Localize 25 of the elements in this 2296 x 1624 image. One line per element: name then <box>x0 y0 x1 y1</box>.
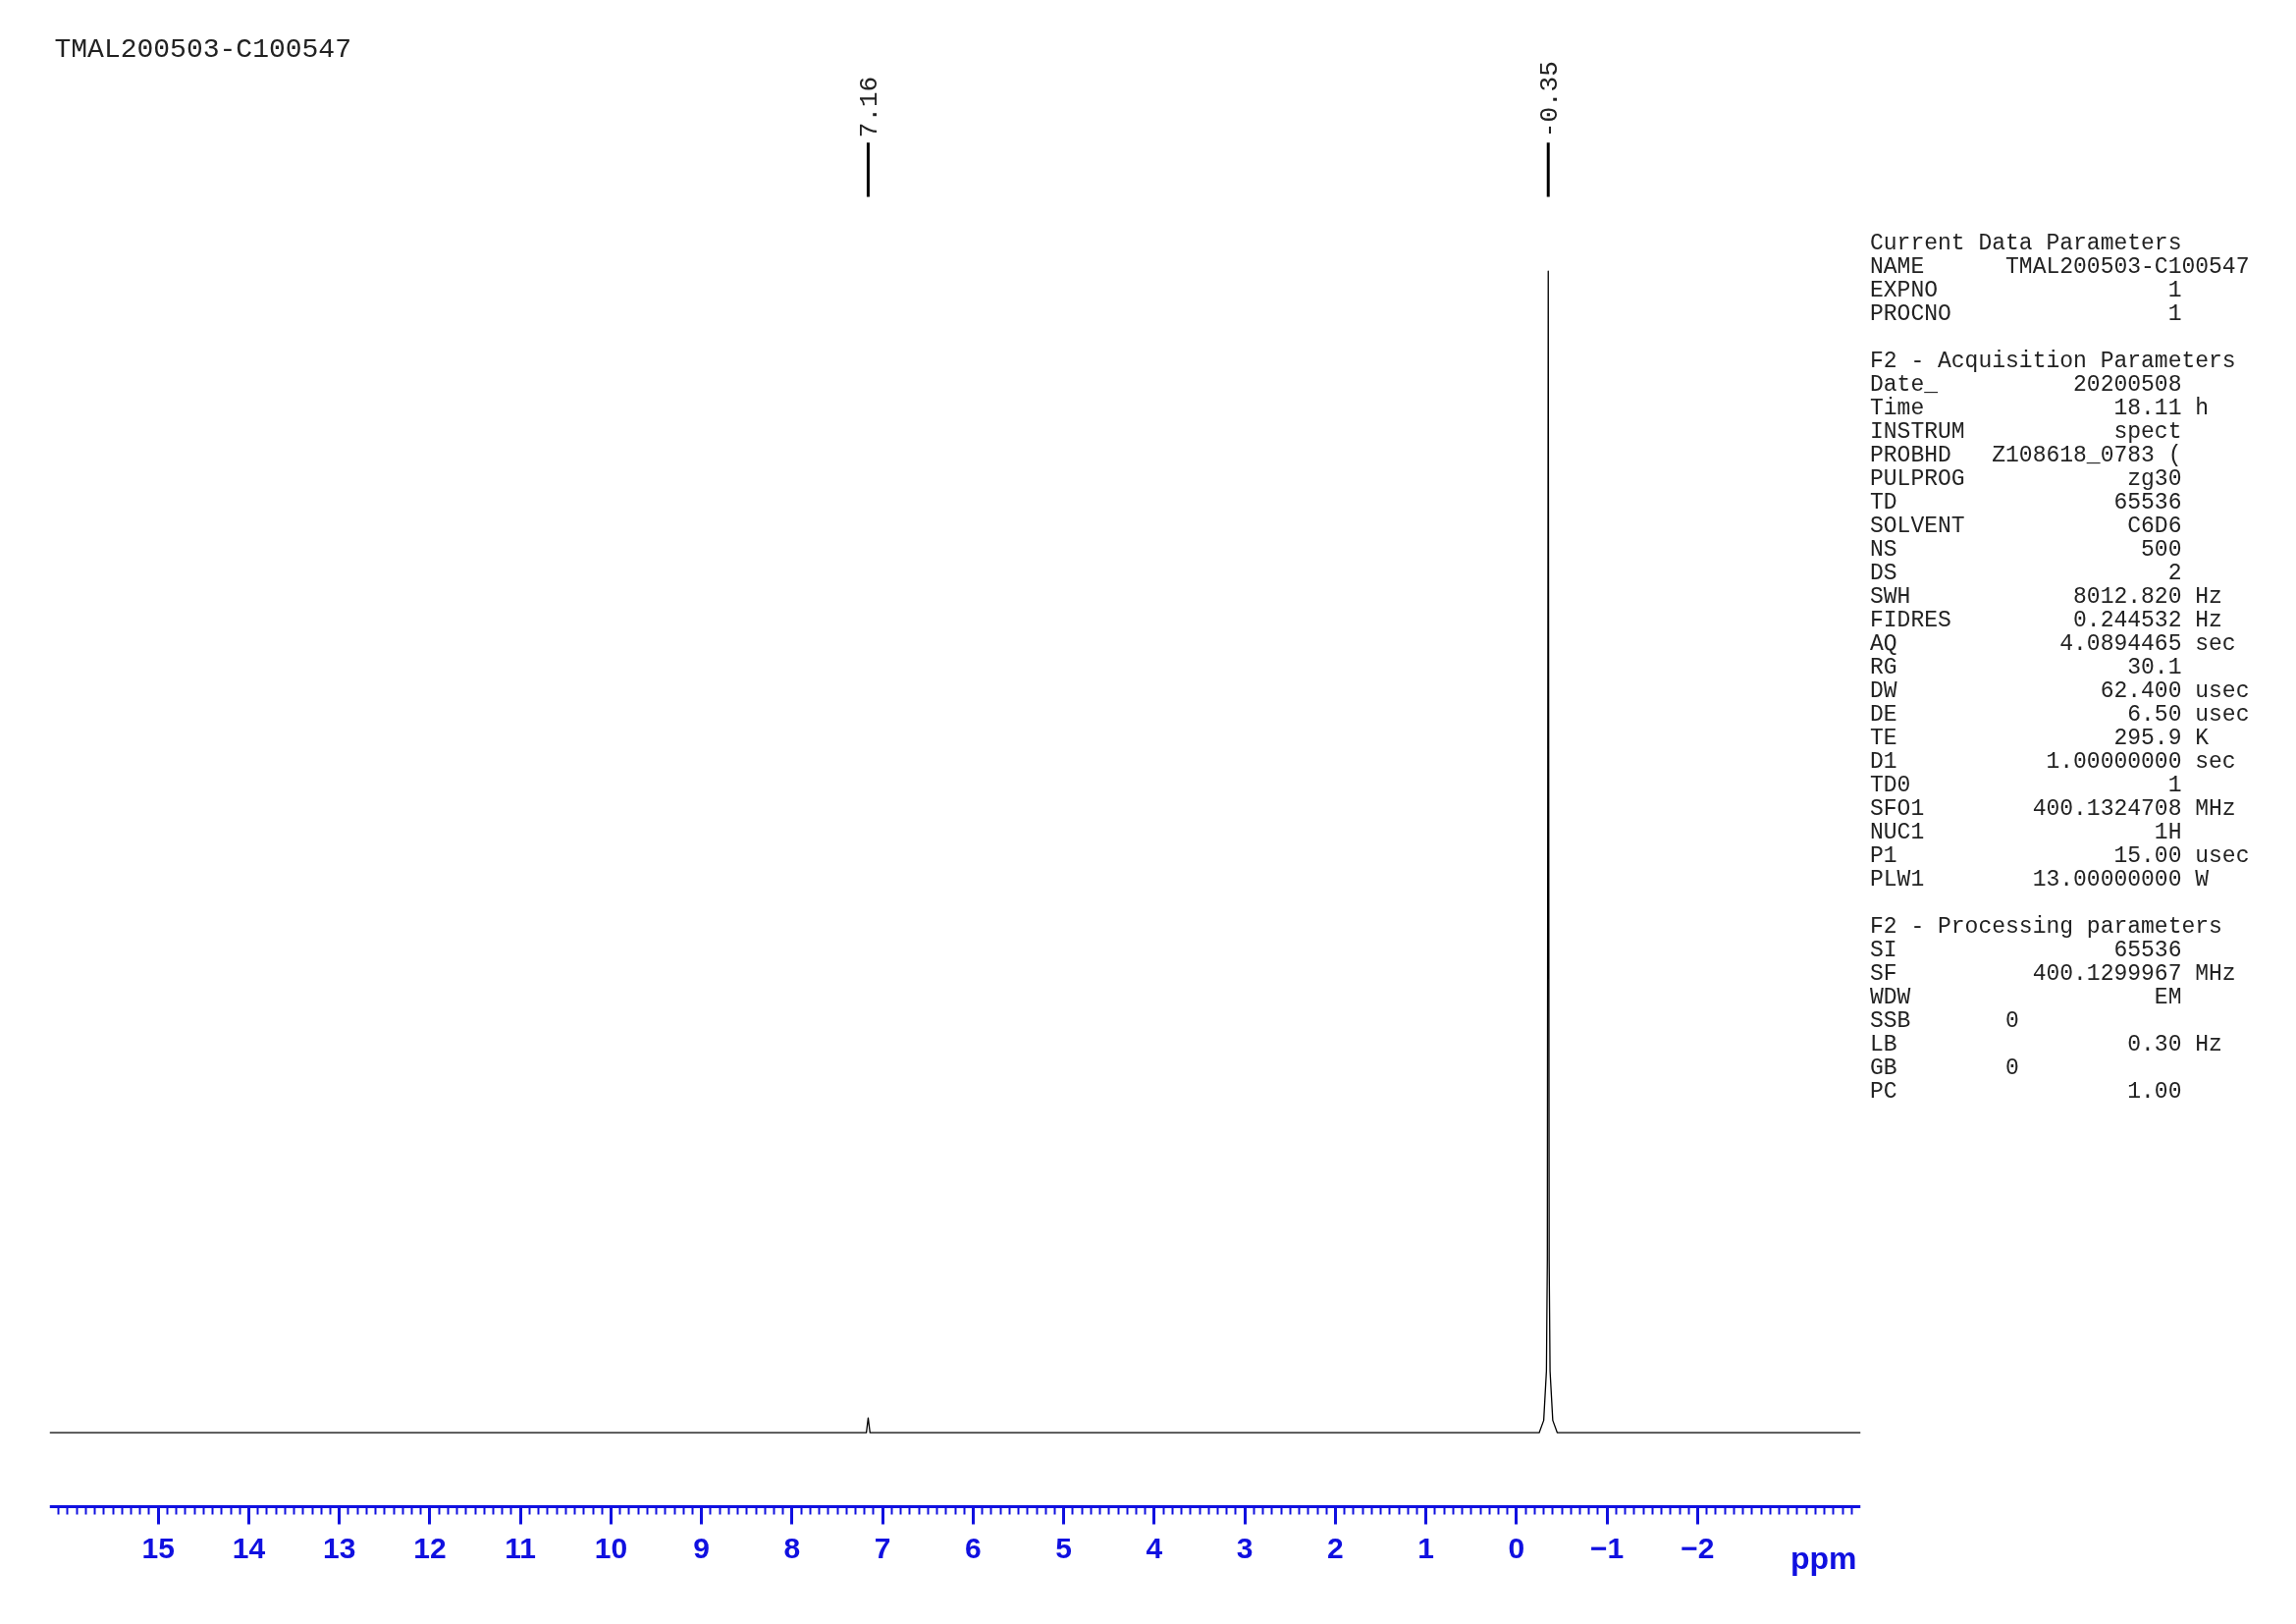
x-tick-label: 6 <box>965 1531 982 1564</box>
x-tick-label: 8 <box>783 1531 801 1564</box>
x-tick-label: 9 <box>693 1531 711 1564</box>
chart-title: TMAL200503-C100547 <box>54 33 351 65</box>
x-tick-label: −1 <box>1590 1531 1625 1564</box>
x-tick-label: 0 <box>1508 1531 1525 1564</box>
text: F2 - Processing parameters SI 65536 SF 400.1299967 MHz WDW EM SSB 0 LB 0.30 Hz GB 0 PC 1.00 <box>1870 914 2237 1105</box>
x-tick-label: −2 <box>1681 1531 1715 1564</box>
x-tick-label: 13 <box>323 1531 356 1564</box>
x-tick-label: 12 <box>413 1531 447 1564</box>
x-tick-label: 5 <box>1055 1531 1073 1564</box>
text: F2 - Acquisition Parameters Date_ 20200508 Time 18.11 h INSTRUM spect PROBHD Z108618_0783 ( PULPROG zg30 TD 65536 SOLVENT C6D6 NS 500 DS 2 SWH 8012.820 Hz FIDRES 0.244532 Hz AQ 4.0894465 sec RG 30.1 DW 62.400 usec DE 6.50 usec TE 295.9 K D1 1.00000000 sec TD0 1 SFO1 400.1324708 MHz NUC1 1H P1 15.00 usec PLW1 13.00000000 W <box>1870 349 2250 893</box>
x-tick-label: 10 <box>594 1531 628 1564</box>
annotation: -0.35 <box>1534 61 1565 138</box>
x-tick-label: 1 <box>1417 1531 1435 1564</box>
x-axis-title: ppm <box>1789 1540 1857 1576</box>
x-tick-label: 3 <box>1236 1531 1254 1564</box>
text: Current Data Parameters NAME TMAL200503-C100547 EXPNO 1 PROCNO 1 <box>1870 231 2250 327</box>
x-tick-label: 15 <box>141 1531 175 1564</box>
x-tick-label: 14 <box>232 1531 266 1564</box>
x-tick-label: 11 <box>505 1531 537 1564</box>
x-tick-label: 7 <box>874 1531 891 1564</box>
x-tick-label: 4 <box>1146 1531 1163 1564</box>
annotation: 7.16 <box>854 76 884 138</box>
x-tick-label: 2 <box>1327 1531 1344 1564</box>
